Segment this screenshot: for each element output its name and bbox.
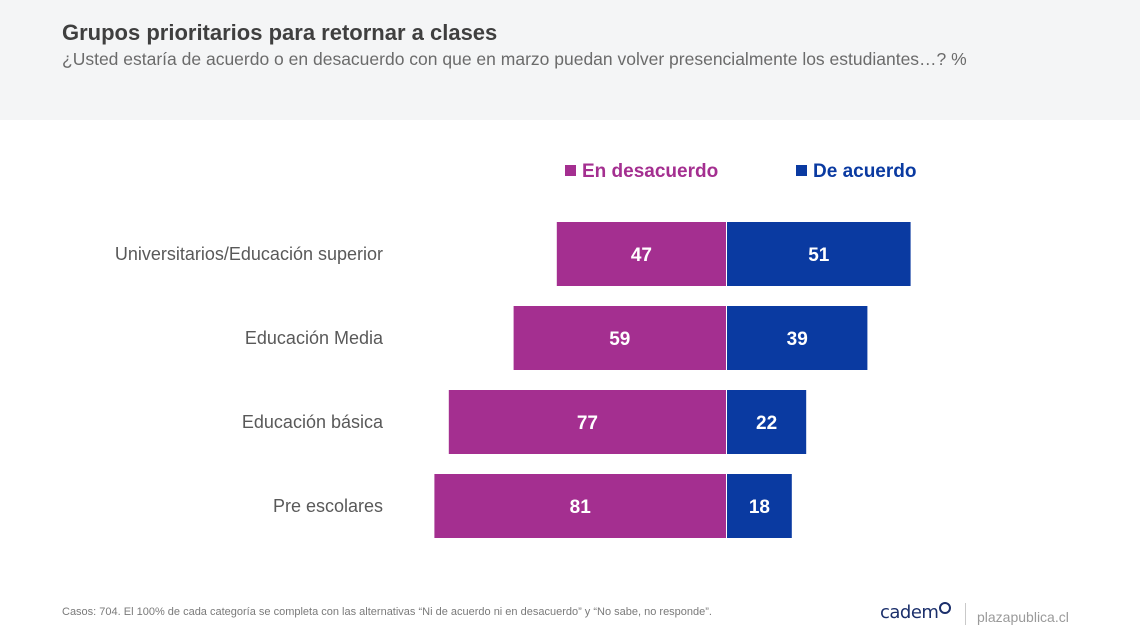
- data-label-desacuerdo: 77: [577, 413, 598, 434]
- bar-desacuerdo: [434, 474, 726, 538]
- legend-swatch-1: [796, 165, 807, 176]
- footnote: Casos: 704. El 100% de cada categoría se…: [62, 606, 712, 618]
- data-label-acuerdo: 22: [756, 413, 777, 434]
- data-label-desacuerdo: 59: [609, 329, 630, 350]
- bar-acuerdo: [727, 474, 792, 538]
- legend-swatch-0: [565, 165, 576, 176]
- plazapublica-logo: plazapublica.cl: [977, 609, 1069, 625]
- cadem-logo: cadem: [880, 602, 939, 623]
- bar-desacuerdo: [556, 222, 726, 286]
- cadem-logo-dot-icon: [939, 602, 951, 614]
- bar-acuerdo: [727, 222, 911, 286]
- chart-title: Grupos prioritarios para retornar a clas…: [62, 20, 498, 45]
- bar-acuerdo: [727, 390, 807, 454]
- legend-label-1: De acuerdo: [813, 161, 916, 182]
- logo-divider: [965, 603, 966, 625]
- data-label-acuerdo: 51: [808, 245, 830, 266]
- bar-desacuerdo: [513, 306, 726, 370]
- legend-label-0: En desacuerdo: [582, 161, 718, 182]
- chart-subtitle: ¿Usted estaría de acuerdo o en desacuerd…: [62, 49, 967, 69]
- data-label-desacuerdo: 47: [631, 245, 652, 266]
- header-band: Grupos prioritarios para retornar a clas…: [0, 0, 1140, 120]
- bar-acuerdo: [727, 306, 868, 370]
- diverging-bar-chart: En desacuerdo De acuerdo Universitarios/Ed…: [115, 161, 916, 538]
- data-label-acuerdo: 18: [749, 497, 770, 518]
- data-label-acuerdo: 39: [787, 329, 808, 350]
- data-label-desacuerdo: 81: [570, 497, 592, 518]
- bar-desacuerdo: [448, 390, 726, 454]
- category-label: Educación Media: [245, 328, 384, 348]
- category-label: Pre escolares: [273, 496, 383, 516]
- category-label: Educación básica: [242, 412, 384, 432]
- category-label: Universitarios/Educación superior: [115, 244, 383, 264]
